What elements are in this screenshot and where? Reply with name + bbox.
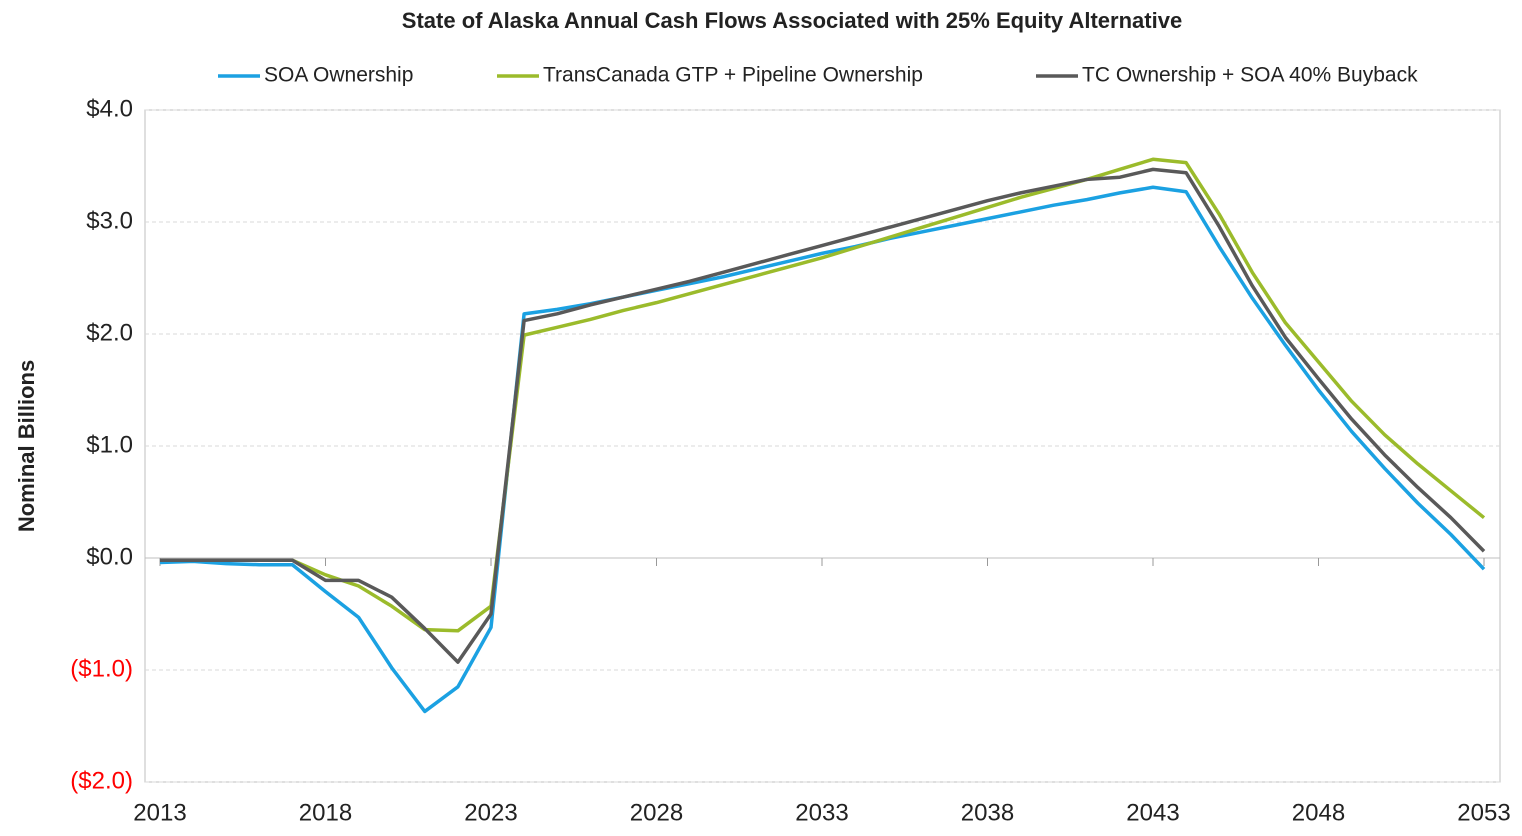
y-tick-label: $1.0 bbox=[86, 431, 133, 458]
x-tick-label: 2028 bbox=[630, 799, 683, 826]
y-tick-label: $3.0 bbox=[86, 207, 133, 234]
series-line bbox=[160, 167, 1486, 664]
series-line bbox=[160, 157, 1486, 633]
y-tick-label: ($2.0) bbox=[70, 767, 133, 794]
y-axis-label: Nominal Billions bbox=[14, 360, 39, 532]
legend-label: SOA Ownership bbox=[264, 64, 413, 87]
y-tick-label: $2.0 bbox=[86, 319, 133, 346]
y-tick-label: $0.0 bbox=[86, 543, 133, 570]
x-tick-label: 2018 bbox=[299, 799, 352, 826]
legend-label: TC Ownership + SOA 40% Buyback bbox=[1082, 64, 1418, 87]
x-tick-label: 2013 bbox=[133, 799, 186, 826]
y-tick-label: ($1.0) bbox=[70, 655, 133, 682]
x-tick-label: 2048 bbox=[1292, 799, 1345, 826]
x-tick-label: 2043 bbox=[1126, 799, 1179, 826]
chart-title: State of Alaska Annual Cash Flows Associ… bbox=[402, 8, 1182, 33]
x-tick-label: 2038 bbox=[961, 799, 1014, 826]
series-line bbox=[159, 185, 1486, 714]
x-tick-label: 2033 bbox=[795, 799, 848, 826]
x-tick-label: 2023 bbox=[464, 799, 517, 826]
y-tick-label: $4.0 bbox=[86, 95, 133, 122]
x-tick-label: 2053 bbox=[1457, 799, 1510, 826]
legend-label: TransCanada GTP + Pipeline Ownership bbox=[543, 64, 923, 87]
